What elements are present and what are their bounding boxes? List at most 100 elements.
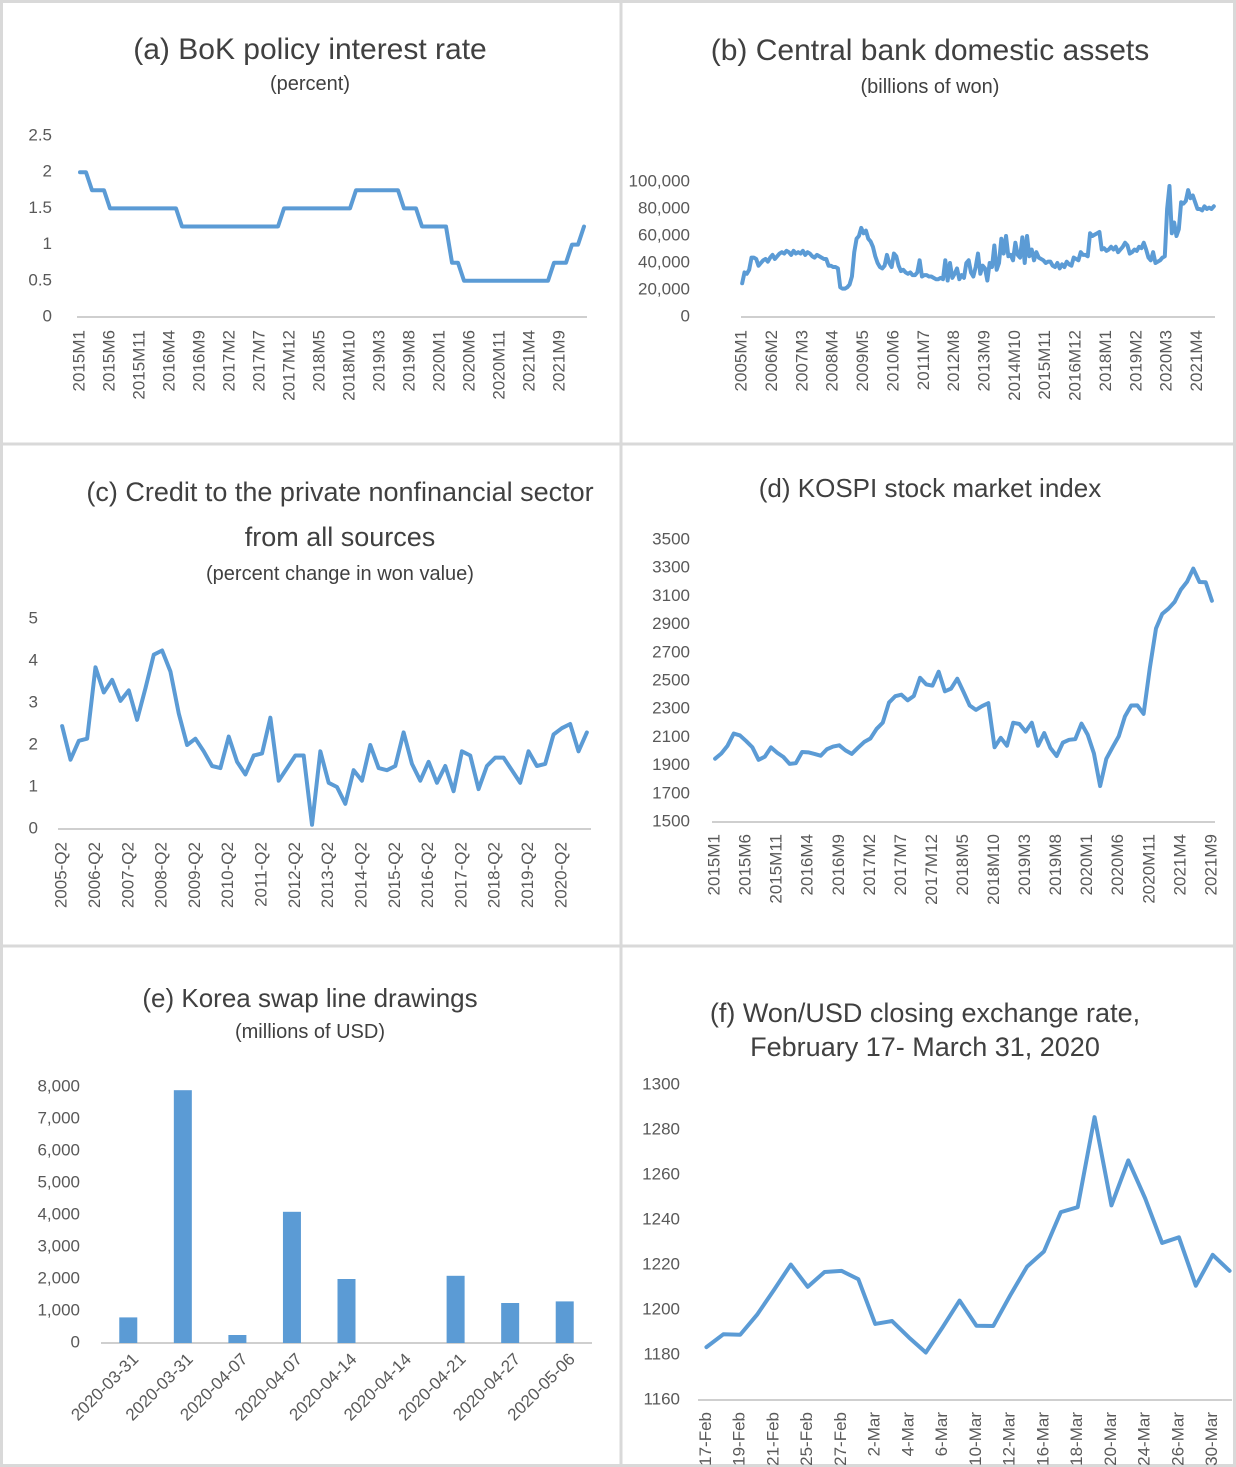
x-tick-label: 2020M3 [1157, 330, 1176, 391]
y-tick-label: 1280 [642, 1119, 680, 1138]
x-tick-label: 2020M11 [1139, 834, 1158, 904]
y-tick-label: 4,000 [37, 1204, 80, 1223]
x-tick-label: 2019M8 [1046, 834, 1065, 895]
chart-title: (e) Korea swap line drawings [142, 983, 478, 1013]
x-tick-label: 2007M3 [792, 330, 811, 391]
x-tick-label: 30-Mar [1202, 1412, 1221, 1466]
y-tick-label: 3500 [652, 529, 690, 548]
line [740, 184, 1216, 291]
x-tick-label: 2021M4 [519, 330, 538, 391]
y-tick-label: 0.5 [28, 270, 52, 289]
x-tick-label: 2019M2 [1126, 330, 1145, 391]
y-tick-label: 5 [29, 608, 38, 627]
y-tick-label: 2500 [652, 670, 690, 689]
y-tick-label: 4 [29, 650, 38, 669]
x-tick-label: 2014M10 [1005, 330, 1024, 401]
bar [337, 1279, 356, 1343]
chart-heading: (f) Won/USD closing exchange rate, Febru… [680, 996, 1170, 1064]
y-tick-label: 1900 [652, 755, 690, 774]
x-tick-label: 2021M9 [1201, 834, 1220, 895]
chart-heading: (d) KOSPI stock market index [640, 468, 1220, 508]
x-tick-label: 6-Mar [932, 1412, 951, 1457]
x-tick-label: 2008-Q2 [152, 842, 171, 908]
y-tick-label: 7,000 [37, 1108, 80, 1127]
y-tick-label: 0 [71, 1332, 80, 1351]
y-tick-label: 0 [43, 306, 52, 325]
line [713, 566, 1214, 789]
y-tick-label: 8,000 [37, 1076, 80, 1095]
line [704, 1115, 1232, 1355]
y-tick-label: 1700 [652, 783, 690, 802]
y-tick-label: 100,000 [629, 171, 690, 190]
x-tick-label: 2021M4 [1170, 834, 1189, 895]
chart-heading: (c) Credit to the private nonfinancial s… [70, 470, 610, 588]
y-tick-label: 3,000 [37, 1236, 80, 1255]
x-tick-label: 2017M2 [219, 330, 238, 391]
chart-subtitle: (millions of USD) [234, 1021, 386, 1043]
y-tick-label: 40,000 [638, 252, 690, 271]
chart-subtitle: (percent) [269, 73, 351, 95]
x-tick-label: 16-Mar [1033, 1412, 1052, 1466]
line [60, 648, 589, 827]
y-tick-label: 5,000 [37, 1172, 80, 1191]
x-tick-label: 2020M6 [1108, 834, 1127, 895]
y-tick-label: 1200 [642, 1299, 680, 1318]
x-tick-label: 2015M11 [1035, 330, 1054, 400]
x-tick-label: 2021M4 [1187, 330, 1206, 391]
x-tick-label: 2010M6 [883, 330, 902, 391]
chart-title: (a) BoK policy interest rate [133, 33, 487, 66]
x-tick-label: 2020M6 [459, 330, 478, 391]
y-tick-label: 1 [29, 776, 38, 795]
x-tick-label: 27-Feb [831, 1412, 850, 1466]
x-tick-label: 2019M3 [1015, 834, 1034, 895]
bar [501, 1303, 520, 1343]
bar [446, 1275, 465, 1343]
y-tick-label: 1,000 [37, 1300, 80, 1319]
x-tick-label: 2005-Q2 [52, 842, 71, 908]
x-tick-label: 10-Mar [966, 1412, 985, 1466]
x-tick-label: 2020M1 [1077, 834, 1096, 895]
x-tick-label: 12-Mar [1000, 1412, 1019, 1466]
chart-title: (d) KOSPI stock market index [758, 473, 1102, 503]
y-tick-label: 2300 [652, 699, 690, 718]
x-tick-label: 2008M4 [823, 330, 842, 391]
x-tick-label: 19-Feb [730, 1412, 749, 1466]
x-tick-label: 25-Feb [797, 1412, 816, 1466]
x-tick-label: 2007-Q2 [118, 842, 137, 908]
x-tick-label: 24-Mar [1135, 1412, 1154, 1466]
y-tick-label: 0 [29, 818, 38, 837]
x-tick-label: 2017M2 [860, 834, 879, 895]
chart-heading: (b) Central bank domestic assets (billion… [700, 28, 1160, 101]
y-tick-label: 0 [681, 306, 690, 325]
bar [228, 1335, 247, 1343]
x-tick-label: 2015-Q2 [385, 842, 404, 908]
x-tick-label: 2021M9 [549, 330, 568, 391]
x-tick-label: 2017M7 [249, 330, 268, 391]
x-tick-label: 2018-Q2 [485, 842, 504, 908]
y-tick-label: 2.5 [28, 125, 52, 144]
x-tick-label: 2009-Q2 [185, 842, 204, 908]
x-tick-label: 2006-Q2 [85, 842, 104, 908]
x-tick-label: 2010-Q2 [218, 842, 237, 908]
x-tick-label: 2018M10 [984, 834, 1003, 905]
y-tick-label: 3 [29, 692, 38, 711]
y-tick-label: 2 [43, 162, 52, 181]
x-tick-label: 2018M1 [1096, 330, 1115, 391]
chart-title: (f) Won/USD closing exchange rate, Febru… [709, 998, 1141, 1062]
y-tick-label: 80,000 [638, 198, 690, 217]
x-tick-label: 2019M8 [399, 330, 418, 391]
y-tick-label: 3100 [652, 586, 690, 605]
x-tick-label: 2-Mar [865, 1412, 884, 1457]
y-tick-label: 3300 [652, 558, 690, 577]
x-tick-label: 2016M9 [189, 330, 208, 391]
y-tick-label: 1160 [643, 1389, 680, 1408]
x-tick-label: 4-Mar [898, 1412, 917, 1457]
x-tick-label: 2015M6 [99, 330, 118, 391]
x-tick-label: 2013-Q2 [318, 842, 337, 908]
x-tick-label: 2018M5 [953, 834, 972, 895]
x-tick-label: 2006M2 [762, 330, 781, 391]
y-tick-label: 1240 [642, 1209, 680, 1228]
